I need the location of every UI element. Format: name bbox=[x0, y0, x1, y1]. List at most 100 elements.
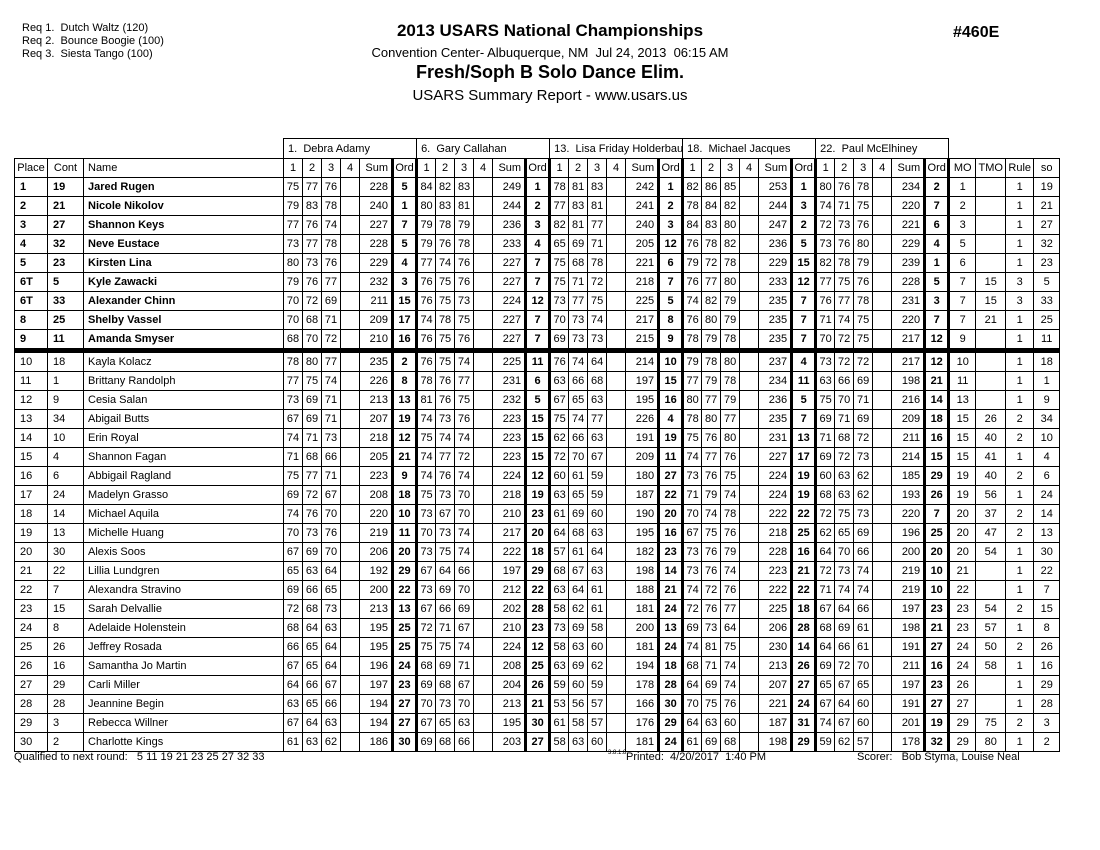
score-cell bbox=[340, 656, 361, 676]
ord-cell: 12 bbox=[524, 466, 552, 486]
ord-cell: 3 bbox=[790, 196, 818, 216]
ord-cell: 24 bbox=[657, 732, 685, 752]
sum-cell: 187 bbox=[758, 713, 793, 733]
score-cell bbox=[473, 675, 494, 695]
score-cell: 69 bbox=[682, 618, 703, 638]
score-cell: 76 bbox=[302, 504, 323, 524]
sum-cell: 219 bbox=[891, 561, 926, 581]
score-cell: 57 bbox=[587, 694, 608, 714]
score-cell: 79 bbox=[682, 350, 703, 372]
ord-cell: 22 bbox=[790, 580, 818, 600]
sum-cell: 209 bbox=[359, 310, 394, 330]
score-cell: 69 bbox=[549, 329, 570, 353]
tmo-cell: 26 bbox=[975, 409, 1007, 429]
sum-cell: 223 bbox=[758, 561, 793, 581]
place-cell: 15 bbox=[14, 447, 48, 467]
sum-cell: 226 bbox=[359, 371, 394, 391]
score-cell: 68 bbox=[682, 656, 703, 676]
score-cell: 69 bbox=[302, 390, 323, 410]
score-cell: 64 bbox=[682, 713, 703, 733]
score-cell bbox=[473, 272, 494, 292]
sum-cell: 180 bbox=[625, 466, 660, 486]
name-cell: Kyle Zawacki bbox=[82, 272, 285, 292]
score-cell: 73 bbox=[701, 618, 722, 638]
sum-cell: 181 bbox=[625, 732, 660, 752]
result-row: 13 34 Abigail Butts 67 69 71 207 19 74 73 76 223 15 7… bbox=[14, 409, 1061, 429]
tmo-cell: 56 bbox=[975, 485, 1007, 505]
score-cell bbox=[340, 694, 361, 714]
col-header: Sum bbox=[758, 158, 793, 178]
rule-cell: 1 bbox=[1005, 656, 1035, 676]
score-cell bbox=[473, 234, 494, 254]
cont-cell: 14 bbox=[47, 504, 84, 524]
judge-name-header: 6. Gary Callahan bbox=[416, 138, 551, 159]
sum-cell: 242 bbox=[625, 177, 660, 197]
score-cell: 76 bbox=[321, 523, 342, 543]
sum-cell: 220 bbox=[359, 504, 394, 524]
score-cell: 69 bbox=[815, 409, 836, 429]
tmo-cell: 40 bbox=[975, 466, 1007, 486]
result-row: 15 4 Shannon Fagan 71 68 66 205 21 74 77 72 223 15 72… bbox=[14, 447, 1061, 467]
score-cell: 74 bbox=[321, 215, 342, 235]
score-cell: 67 bbox=[321, 675, 342, 695]
score-cell: 74 bbox=[283, 428, 304, 448]
so-cell: 5 bbox=[1033, 272, 1061, 292]
ord-cell: 16 bbox=[391, 329, 419, 353]
ord-cell: 27 bbox=[524, 732, 552, 752]
score-cell: 64 bbox=[568, 580, 589, 600]
score-cell: 67 bbox=[815, 599, 836, 619]
mo-cell: 10 bbox=[948, 350, 977, 372]
score-cell: 77 bbox=[321, 272, 342, 292]
ord-cell: 29 bbox=[923, 466, 951, 486]
score-cell: 78 bbox=[720, 371, 741, 391]
ord-cell: 3 bbox=[657, 215, 685, 235]
score-cell: 70 bbox=[283, 310, 304, 330]
sum-cell: 222 bbox=[758, 580, 793, 600]
score-cell: 70 bbox=[302, 329, 323, 353]
sum-cell: 227 bbox=[758, 447, 793, 467]
score-cell bbox=[473, 466, 494, 486]
tmo-cell: 54 bbox=[975, 599, 1007, 619]
place-cell: 10 bbox=[14, 350, 48, 372]
ord-cell: 22 bbox=[790, 504, 818, 524]
score-cell: 71 bbox=[454, 656, 475, 676]
ord-cell: 13 bbox=[391, 390, 419, 410]
sum-cell: 247 bbox=[758, 215, 793, 235]
ord-cell: 1 bbox=[657, 177, 685, 197]
ord-cell: 16 bbox=[657, 523, 685, 543]
score-cell bbox=[872, 253, 893, 273]
score-cell: 78 bbox=[682, 329, 703, 353]
mo-cell: 13 bbox=[948, 390, 977, 410]
requirement-line: Req 1. Dutch Waltz (120) bbox=[22, 22, 149, 34]
score-cell: 73 bbox=[549, 291, 570, 311]
score-cell: 82 bbox=[720, 234, 741, 254]
score-cell: 63 bbox=[549, 656, 570, 676]
score-cell bbox=[606, 523, 627, 543]
score-cell bbox=[606, 637, 627, 657]
score-cell: 59 bbox=[587, 485, 608, 505]
page-title: 2013 USARS National Championships bbox=[396, 21, 704, 40]
score-cell bbox=[606, 215, 627, 235]
score-cell: 61 bbox=[568, 542, 589, 562]
score-cell bbox=[606, 694, 627, 714]
score-cell: 60 bbox=[549, 466, 570, 486]
score-cell bbox=[872, 196, 893, 216]
score-cell: 78 bbox=[834, 253, 855, 273]
score-cell: 76 bbox=[701, 561, 722, 581]
ord-cell: 6 bbox=[923, 215, 951, 235]
score-cell: 71 bbox=[701, 656, 722, 676]
score-cell: 80 bbox=[815, 177, 836, 197]
result-row: 27 29 Carli Miller 64 66 67 197 23 69 68 67 204 26 59… bbox=[14, 675, 1061, 695]
so-cell: 23 bbox=[1033, 253, 1061, 273]
score-cell bbox=[340, 561, 361, 581]
sum-cell: 198 bbox=[758, 732, 793, 752]
sum-cell: 194 bbox=[359, 713, 394, 733]
score-cell bbox=[872, 234, 893, 254]
score-cell: 79 bbox=[283, 196, 304, 216]
rule-cell: 1 bbox=[1005, 732, 1035, 752]
score-cell bbox=[739, 177, 760, 197]
name-cell: Jared Rugen bbox=[82, 177, 285, 197]
tmo-cell: 15 bbox=[975, 291, 1007, 311]
so-cell: 15 bbox=[1033, 599, 1061, 619]
ord-cell: 14 bbox=[657, 561, 685, 581]
